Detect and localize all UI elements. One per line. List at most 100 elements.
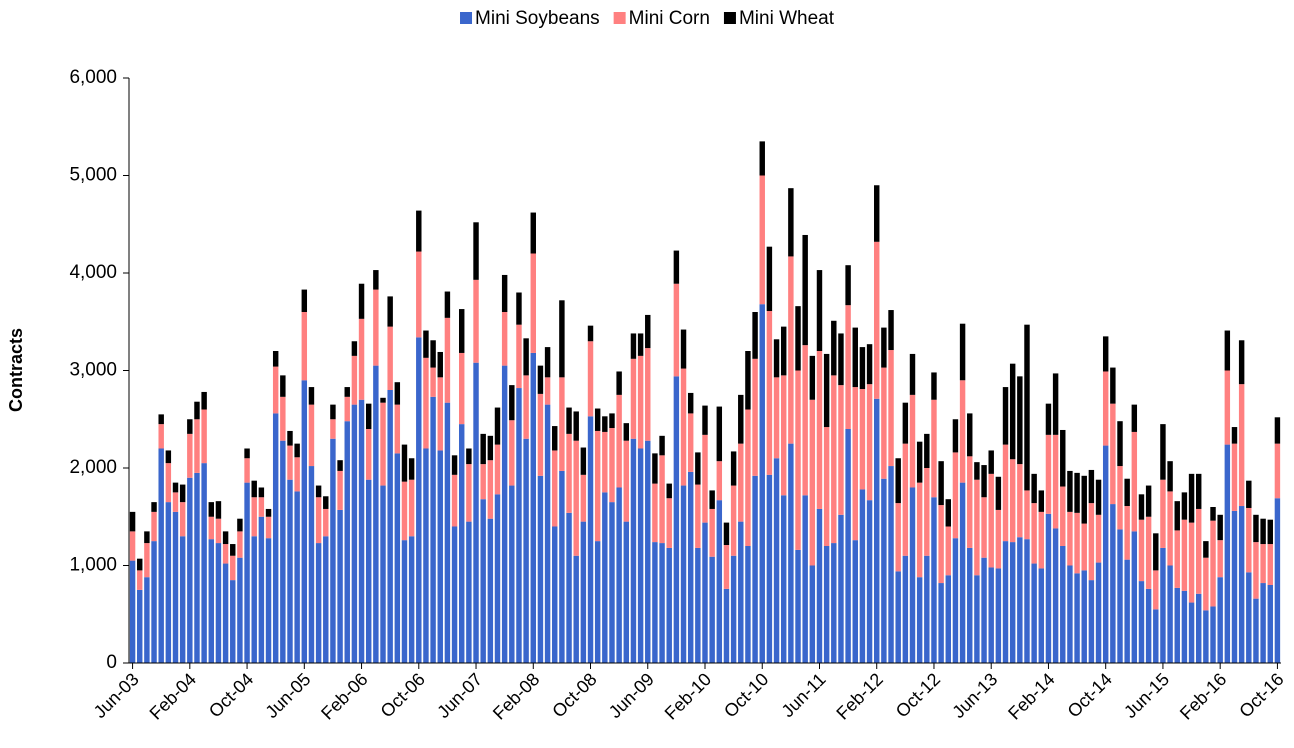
- bar-segment: [1267, 585, 1273, 663]
- bar-segment: [695, 547, 701, 663]
- bar-segment: [494, 407, 501, 445]
- bar-segment: [1081, 523, 1087, 571]
- bar-segment: [430, 367, 436, 397]
- bar-segment: [809, 399, 816, 566]
- bar-segment: [680, 368, 687, 486]
- bar-segment: [1267, 519, 1273, 545]
- bar-segment: [938, 461, 944, 506]
- bar-segment: [1160, 547, 1166, 663]
- bar-segment: [816, 270, 823, 351]
- bar-segment: [730, 451, 737, 486]
- bar-segment: [730, 555, 737, 663]
- bar-segment: [394, 404, 401, 454]
- bar-segment: [716, 406, 723, 462]
- bar-segment: [823, 353, 830, 428]
- bar-segment: [1009, 542, 1016, 663]
- bar-segment: [1210, 520, 1216, 607]
- bar-segment: [387, 390, 393, 663]
- bar-segment: [137, 589, 143, 663]
- bar-segment: [952, 538, 959, 663]
- bar-segment: [1131, 404, 1138, 432]
- bar-segment: [459, 352, 465, 425]
- bar-segment: [1188, 602, 1195, 663]
- bar-segment: [738, 443, 744, 522]
- bar-segment: [144, 531, 150, 544]
- bar-segment: [222, 563, 229, 663]
- bar-segment: [1088, 580, 1095, 663]
- bar-segment: [609, 502, 615, 663]
- bar-segment: [158, 424, 164, 449]
- bar-segment: [816, 351, 823, 509]
- bar-segment: [344, 396, 350, 422]
- bar-segment: [916, 577, 923, 663]
- bar-segment: [981, 557, 987, 663]
- bar-segment: [337, 460, 343, 471]
- bar-segment: [1017, 464, 1023, 538]
- bar-segment: [552, 526, 558, 663]
- legend-label: Mini Soybeans: [475, 8, 600, 29]
- bar-segment: [859, 389, 866, 490]
- bar-segment: [373, 365, 379, 663]
- bar-segment: [1074, 573, 1080, 663]
- bar-segment: [566, 512, 572, 663]
- bar-segment: [1145, 516, 1152, 589]
- bar-segment: [1102, 371, 1109, 446]
- bar-segment: [594, 430, 601, 542]
- bar-segment: [945, 499, 951, 527]
- bar-segment: [1274, 417, 1281, 444]
- bar-segment: [1167, 461, 1173, 492]
- bar-segment: [1174, 587, 1180, 663]
- bar-segment: [501, 365, 508, 663]
- bar-segment: [1045, 513, 1052, 663]
- bar-segment: [687, 392, 694, 414]
- bar-segment: [265, 516, 272, 539]
- bar-segment: [523, 338, 529, 376]
- bar-segment: [1074, 512, 1080, 574]
- bar-segment: [1195, 593, 1202, 663]
- bar-segment: [237, 557, 243, 663]
- bar-segment: [716, 461, 723, 501]
- bar-segment: [1160, 479, 1166, 548]
- bar-segment: [401, 481, 408, 541]
- bar-segment: [967, 456, 973, 548]
- bar-segment: [365, 479, 372, 663]
- bar-segment: [251, 536, 257, 663]
- bar-segment: [695, 452, 701, 485]
- bar-segment: [1095, 562, 1102, 663]
- bar-segment: [530, 212, 536, 254]
- bar-segment: [931, 372, 937, 400]
- bar-segment: [365, 403, 372, 429]
- bar-segment: [208, 516, 215, 540]
- bar-segment: [179, 484, 186, 503]
- bar-segment: [408, 479, 415, 537]
- bar-segment: [287, 445, 293, 480]
- bar-segment: [974, 462, 980, 480]
- bar-segment: [437, 377, 443, 451]
- bar-segment: [838, 514, 844, 663]
- bar-segment: [616, 487, 622, 663]
- bar-segment: [1110, 367, 1116, 404]
- bar-segment: [831, 543, 837, 663]
- bar-segment: [687, 413, 694, 472]
- y-tick-label: 0: [106, 652, 117, 673]
- bar-segment: [745, 351, 751, 410]
- bar-segment: [523, 375, 529, 439]
- bar-segment: [423, 448, 429, 663]
- bar-segment: [566, 433, 572, 513]
- bar-segment: [380, 402, 386, 486]
- bar-segment: [1231, 443, 1238, 511]
- bar-segment: [323, 536, 329, 663]
- bar-segment: [265, 538, 272, 663]
- legend-label: Mini Corn: [629, 8, 710, 29]
- bar-segment: [144, 577, 150, 663]
- bar-segment: [408, 458, 415, 480]
- bar-segment: [845, 265, 851, 306]
- bar-segment: [1002, 541, 1009, 663]
- bar-segment: [165, 502, 172, 663]
- x-tick-label: Feb-04: [146, 669, 200, 723]
- bar-segment: [287, 430, 293, 446]
- bar-segment: [895, 458, 901, 504]
- bar-segment: [544, 377, 551, 405]
- bar-segment: [559, 470, 565, 663]
- bar-segment: [1203, 541, 1209, 558]
